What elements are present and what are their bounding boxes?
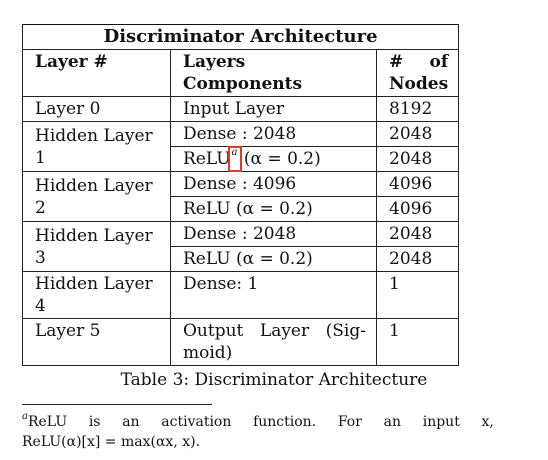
- footnote-word: For: [337, 414, 362, 430]
- footnote-marker: a: [231, 147, 238, 158]
- footnote-word: input: [422, 414, 460, 430]
- header-nodes-word: Nodes: [389, 74, 449, 94]
- header-nodes-of: of: [429, 52, 449, 72]
- nodes-cell: 4096: [375, 196, 460, 222]
- nodes-cell: 1: [375, 318, 460, 366]
- table-row: Hidden Layer 3 Dense : 2048 2048: [22, 221, 460, 272]
- footnote-line-1: aReLU is an activation function. For an …: [22, 412, 494, 432]
- footnote-mark: a: [22, 411, 28, 422]
- footnote-word: x,: [481, 414, 494, 430]
- footnote: aReLU is an activation function. For an …: [22, 412, 494, 452]
- layer-cell: Hidden Layer 4: [22, 271, 171, 319]
- header-nodes: # of Nodes: [375, 49, 460, 97]
- nodes-cell: 8192: [375, 96, 460, 122]
- header-nodes-hash: #: [389, 52, 404, 72]
- header-components: Layers Components: [170, 49, 377, 97]
- table-row: Layer 0 Input Layer 8192: [22, 96, 460, 122]
- footnote-word: an: [122, 414, 140, 430]
- layer-cell: Layer 0: [22, 96, 171, 122]
- table-row: Hidden Layer 4 Dense: 1 1: [22, 271, 460, 319]
- nodes-cell: 2048: [375, 121, 460, 147]
- table-row: ReLUa (α = 0.2) 2048: [23, 146, 460, 172]
- table-row: ReLU (α = 0.2) 2048: [23, 246, 460, 272]
- nodes-cell: 1: [375, 271, 460, 319]
- layer-cell: Hidden Layer 2: [22, 171, 171, 222]
- table-row: Hidden Layer 2 Dense : 4096 4096: [22, 171, 460, 222]
- table-title: Discriminator Architecture: [21, 24, 460, 50]
- component-cell: ReLU (α = 0.2): [170, 246, 377, 272]
- footnote-line-2: ReLU(α)[x] = max(αx, x).: [22, 434, 201, 450]
- layer-cell: Hidden Layer 1: [22, 121, 171, 172]
- footnote-first-word: aReLU: [22, 411, 68, 431]
- component-cell: ReLU (α = 0.2): [170, 196, 377, 222]
- footnote-rule: [22, 404, 212, 405]
- component-cell: ReLUa (α = 0.2): [170, 146, 377, 172]
- component-cell: Input Layer: [170, 96, 377, 122]
- table-row: Layer 5 Output Layer (Sig- moid) 1: [22, 318, 460, 366]
- footnote-word: function.: [253, 414, 317, 430]
- table-row: ReLU (α = 0.2) 4096: [23, 196, 460, 222]
- relu-text: ReLU: [183, 149, 231, 169]
- relu-param: (α = 0.2): [238, 149, 321, 169]
- component-cell: Dense : 4096: [170, 171, 377, 197]
- component-line-1: Output Layer (Sig-: [183, 321, 366, 341]
- nodes-cell: 4096: [375, 171, 460, 197]
- nodes-cell: 2048: [375, 246, 460, 272]
- discriminator-table: Discriminator Architecture Layer # Layer…: [21, 24, 460, 366]
- table-row: Hidden Layer 1 Dense : 2048 2048: [22, 121, 460, 172]
- component-cell: Dense : 2048: [170, 221, 377, 247]
- footnote-word: activation: [161, 414, 232, 430]
- component-line-2: moid): [183, 343, 233, 363]
- layer-cell: Hidden Layer 3: [22, 221, 171, 272]
- footnote-marker-highlight: a: [227, 146, 242, 172]
- footnote-word: is: [88, 414, 101, 430]
- nodes-cell: 2048: [375, 221, 460, 247]
- footnote-word: an: [383, 414, 402, 430]
- nodes-cell: 2048: [375, 146, 460, 172]
- header-row: Layer # Layers Components # of Nodes: [22, 49, 460, 97]
- component-cell: Output Layer (Sig- moid): [170, 318, 377, 366]
- component-cell: Dense: 1: [170, 271, 377, 319]
- layer-cell: Layer 5: [22, 318, 171, 366]
- component-cell: Dense : 2048: [170, 121, 377, 147]
- table-caption: Table 3: Discriminator Architecture: [120, 370, 428, 390]
- header-layer: Layer #: [22, 49, 171, 97]
